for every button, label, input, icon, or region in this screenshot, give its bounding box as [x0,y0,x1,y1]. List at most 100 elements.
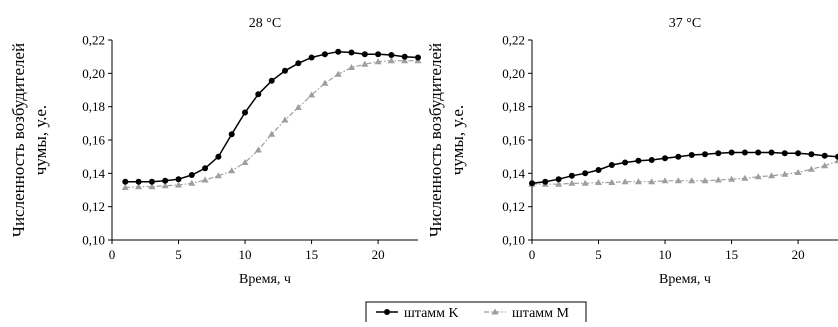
data-point-m [268,131,275,137]
data-point-m [795,169,802,175]
data-point-k [402,54,408,60]
y-tick-label: 0,20 [82,66,105,81]
y-tick-label: 0,20 [502,66,525,81]
data-point-k [255,91,261,97]
data-point-k [649,157,655,163]
data-point-k [596,167,602,173]
data-point-k [215,154,221,160]
data-point-k [322,51,328,57]
x-tick-label: 10 [239,247,252,262]
data-point-k [242,110,248,116]
data-point-k [229,131,235,137]
x-tick-label: 20 [792,247,805,262]
chart-title: 28 °C [249,16,281,31]
data-point-m [335,71,342,77]
data-point-k [388,52,394,58]
data-point-k [122,179,128,185]
chart-title: 37 °C [669,16,701,31]
series-line-k [532,153,838,184]
x-tick-label: 5 [595,247,602,262]
data-point-k [662,155,668,161]
data-point-k [415,55,421,61]
data-point-k [309,55,315,61]
chart-panel-28c: 0,10 0,12 0,14 0,16 0,18 0,20 0,22 0 5 10 15 20 28 °… [9,16,422,287]
y-tick-label: 0,22 [502,33,525,48]
data-point-k [202,165,208,171]
y-tick-label: 0,12 [82,199,105,214]
data-point-k [529,180,535,186]
legend: штамм K штамм M [366,302,586,322]
data-point-m [715,177,722,183]
y-tick-label: 0,18 [502,99,525,114]
x-tick-label: 15 [305,247,318,262]
y-tick-label: 0,14 [502,166,525,181]
data-point-k [782,150,788,156]
y-tick-label: 0,22 [82,33,105,48]
y-tick-label: 0,10 [82,233,105,248]
series-line-m [532,161,838,184]
y-tick-label: 0,16 [502,133,525,148]
data-point-k [808,151,814,157]
data-point-k [675,154,681,160]
data-point-k [742,150,748,156]
data-point-k [795,150,801,156]
data-point-k [715,150,721,156]
data-point-k [136,179,142,185]
legend-marker-k [384,309,390,315]
data-point-k [295,60,301,66]
y-tick-label: 0,18 [82,99,105,114]
data-point-k [556,176,562,182]
legend-label-k: штамм K [404,306,459,321]
data-point-m [202,177,209,183]
x-tick-label: 10 [659,247,672,262]
y-axis-label-line2: чумы, у.е. [31,105,50,175]
data-point-k [622,160,628,166]
data-point-k [609,162,615,168]
data-point-m [321,80,328,86]
y-tick-label: 0,14 [82,166,105,181]
data-point-m [255,147,262,153]
data-point-k [176,176,182,182]
y-tick-label: 0,12 [502,199,525,214]
x-tick-label: 0 [109,247,116,262]
data-point-k [582,170,588,176]
data-point-k [162,178,168,184]
data-point-m [662,177,669,183]
data-point-k [769,150,775,156]
data-point-k [362,51,368,57]
data-point-k [189,172,195,178]
data-point-k [635,158,641,164]
x-tick-label: 5 [175,247,182,262]
x-tick-label: 15 [725,247,738,262]
y-axis-label-line2: чумы, у.е. [448,105,467,175]
y-axis-label-line1: Численность возбудителей [426,43,445,237]
x-tick-label: 20 [372,247,385,262]
y-axis-label-line1: Численность возбудителей [9,43,28,237]
x-axis-label: Время, ч [239,272,291,287]
data-point-m [228,167,235,173]
data-point-k [269,78,275,84]
data-point-k [282,68,288,74]
chart-panel-37c: 0,10 0,12 0,14 0,16 0,18 0,20 0,22 0 5 10 15 20 37 °… [426,16,838,287]
data-point-k [542,179,548,185]
data-point-m [188,180,195,186]
data-point-m [741,175,748,181]
legend-label-m: штамм M [512,306,570,321]
x-tick-label: 0 [529,247,536,262]
data-point-k [689,152,695,158]
data-point-k [335,49,341,55]
y-tick-label: 0,16 [82,133,105,148]
data-point-k [349,50,355,56]
series-line-k [125,52,418,182]
data-point-k [702,151,708,157]
data-point-k [149,179,155,185]
data-point-m [808,166,815,172]
data-point-k [375,51,381,57]
x-axis-label: Время, ч [659,272,711,287]
data-point-k [569,173,575,179]
data-point-m [595,179,602,185]
y-tick-label: 0,10 [502,233,525,248]
data-point-k [755,150,761,156]
